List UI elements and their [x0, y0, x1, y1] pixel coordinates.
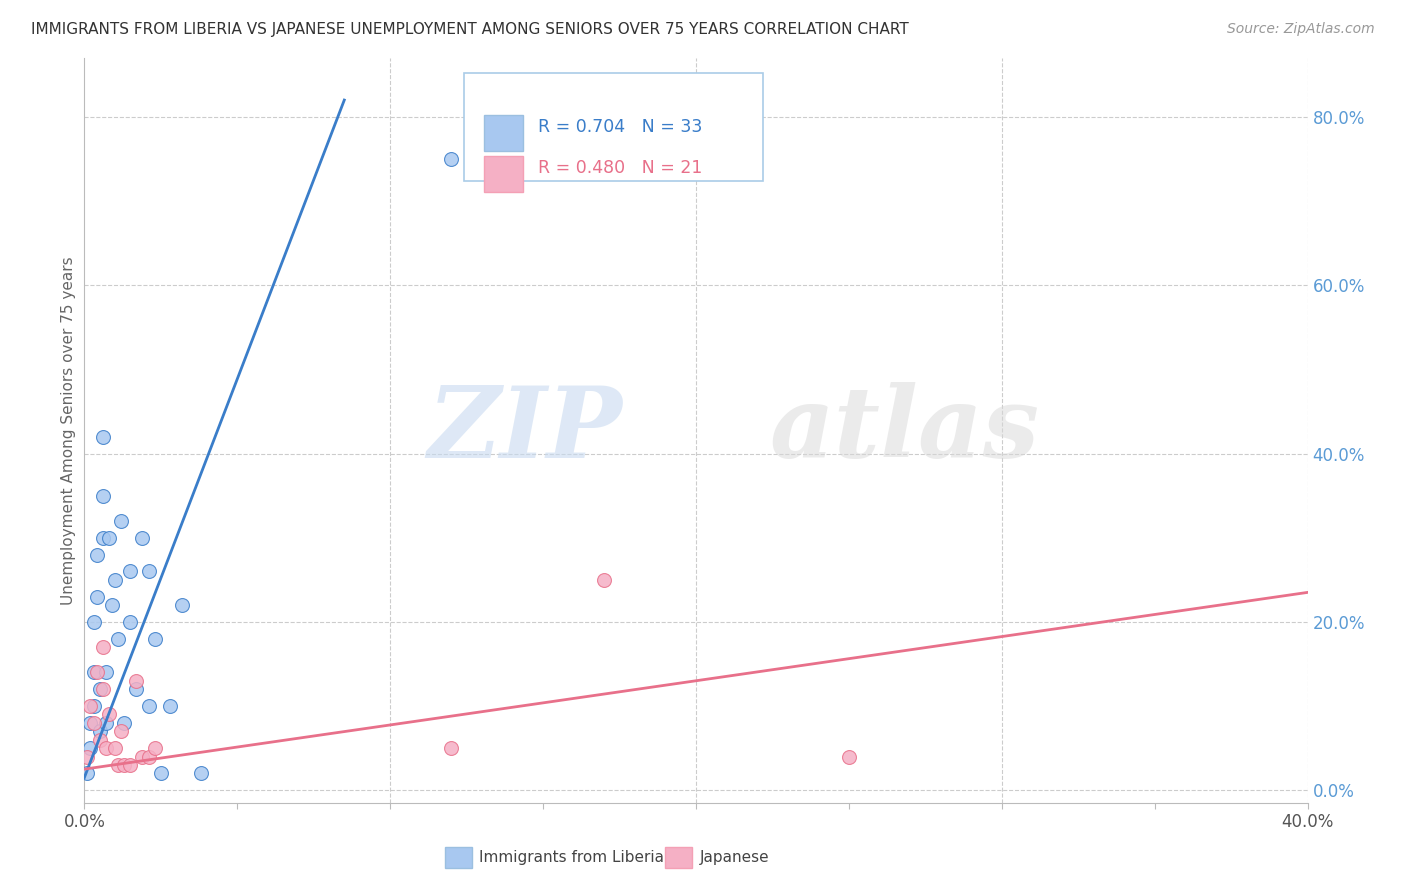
Point	[97, 707, 120, 722]
Point	[120, 565, 142, 579]
Point	[440, 152, 463, 166]
Point	[83, 665, 105, 680]
Point	[89, 732, 111, 747]
Point	[86, 548, 108, 562]
Text: atlas: atlas	[769, 382, 1039, 479]
Text: R = 0.480   N = 21: R = 0.480 N = 21	[538, 159, 703, 177]
Point	[138, 565, 160, 579]
Point	[112, 715, 135, 730]
Point	[83, 615, 105, 629]
Text: Japanese: Japanese	[700, 850, 769, 864]
Point	[91, 430, 114, 444]
FancyBboxPatch shape	[446, 847, 472, 868]
Point	[131, 531, 153, 545]
Point	[110, 724, 132, 739]
Text: R = 0.704   N = 33: R = 0.704 N = 33	[538, 118, 703, 136]
Point	[101, 598, 124, 612]
Point	[89, 682, 111, 697]
Point	[172, 598, 194, 612]
Text: Source: ZipAtlas.com: Source: ZipAtlas.com	[1227, 22, 1375, 37]
Point	[94, 665, 117, 680]
Point	[104, 741, 127, 756]
Point	[94, 715, 117, 730]
Point	[120, 615, 142, 629]
Point	[110, 514, 132, 528]
Point	[159, 698, 181, 713]
Point	[79, 698, 101, 713]
Point	[86, 590, 108, 604]
Point	[91, 640, 114, 654]
Point	[89, 724, 111, 739]
Point	[83, 698, 105, 713]
Point	[91, 489, 114, 503]
Point	[107, 758, 129, 772]
Point	[91, 531, 114, 545]
Point	[125, 673, 148, 688]
FancyBboxPatch shape	[665, 847, 692, 868]
Text: ZIP: ZIP	[427, 382, 623, 479]
Point	[83, 715, 105, 730]
Point	[94, 741, 117, 756]
FancyBboxPatch shape	[484, 156, 523, 192]
Point	[79, 715, 101, 730]
Point	[138, 698, 160, 713]
Text: Immigrants from Liberia: Immigrants from Liberia	[479, 850, 665, 864]
Point	[91, 682, 114, 697]
Point	[131, 749, 153, 764]
Point	[149, 766, 172, 780]
Point	[79, 741, 101, 756]
Point	[86, 665, 108, 680]
FancyBboxPatch shape	[484, 115, 523, 151]
Point	[76, 749, 98, 764]
Point	[97, 531, 120, 545]
FancyBboxPatch shape	[464, 73, 763, 181]
Text: IMMIGRANTS FROM LIBERIA VS JAPANESE UNEMPLOYMENT AMONG SENIORS OVER 75 YEARS COR: IMMIGRANTS FROM LIBERIA VS JAPANESE UNEM…	[31, 22, 908, 37]
Point	[440, 741, 463, 756]
Point	[120, 758, 142, 772]
Point	[143, 632, 166, 646]
Point	[112, 758, 135, 772]
Point	[138, 749, 160, 764]
Point	[107, 632, 129, 646]
Y-axis label: Unemployment Among Seniors over 75 years: Unemployment Among Seniors over 75 years	[60, 256, 76, 605]
Point	[143, 741, 166, 756]
Point	[76, 766, 98, 780]
Point	[190, 766, 212, 780]
Point	[593, 573, 616, 587]
Point	[125, 682, 148, 697]
Point	[104, 573, 127, 587]
Point	[838, 749, 860, 764]
